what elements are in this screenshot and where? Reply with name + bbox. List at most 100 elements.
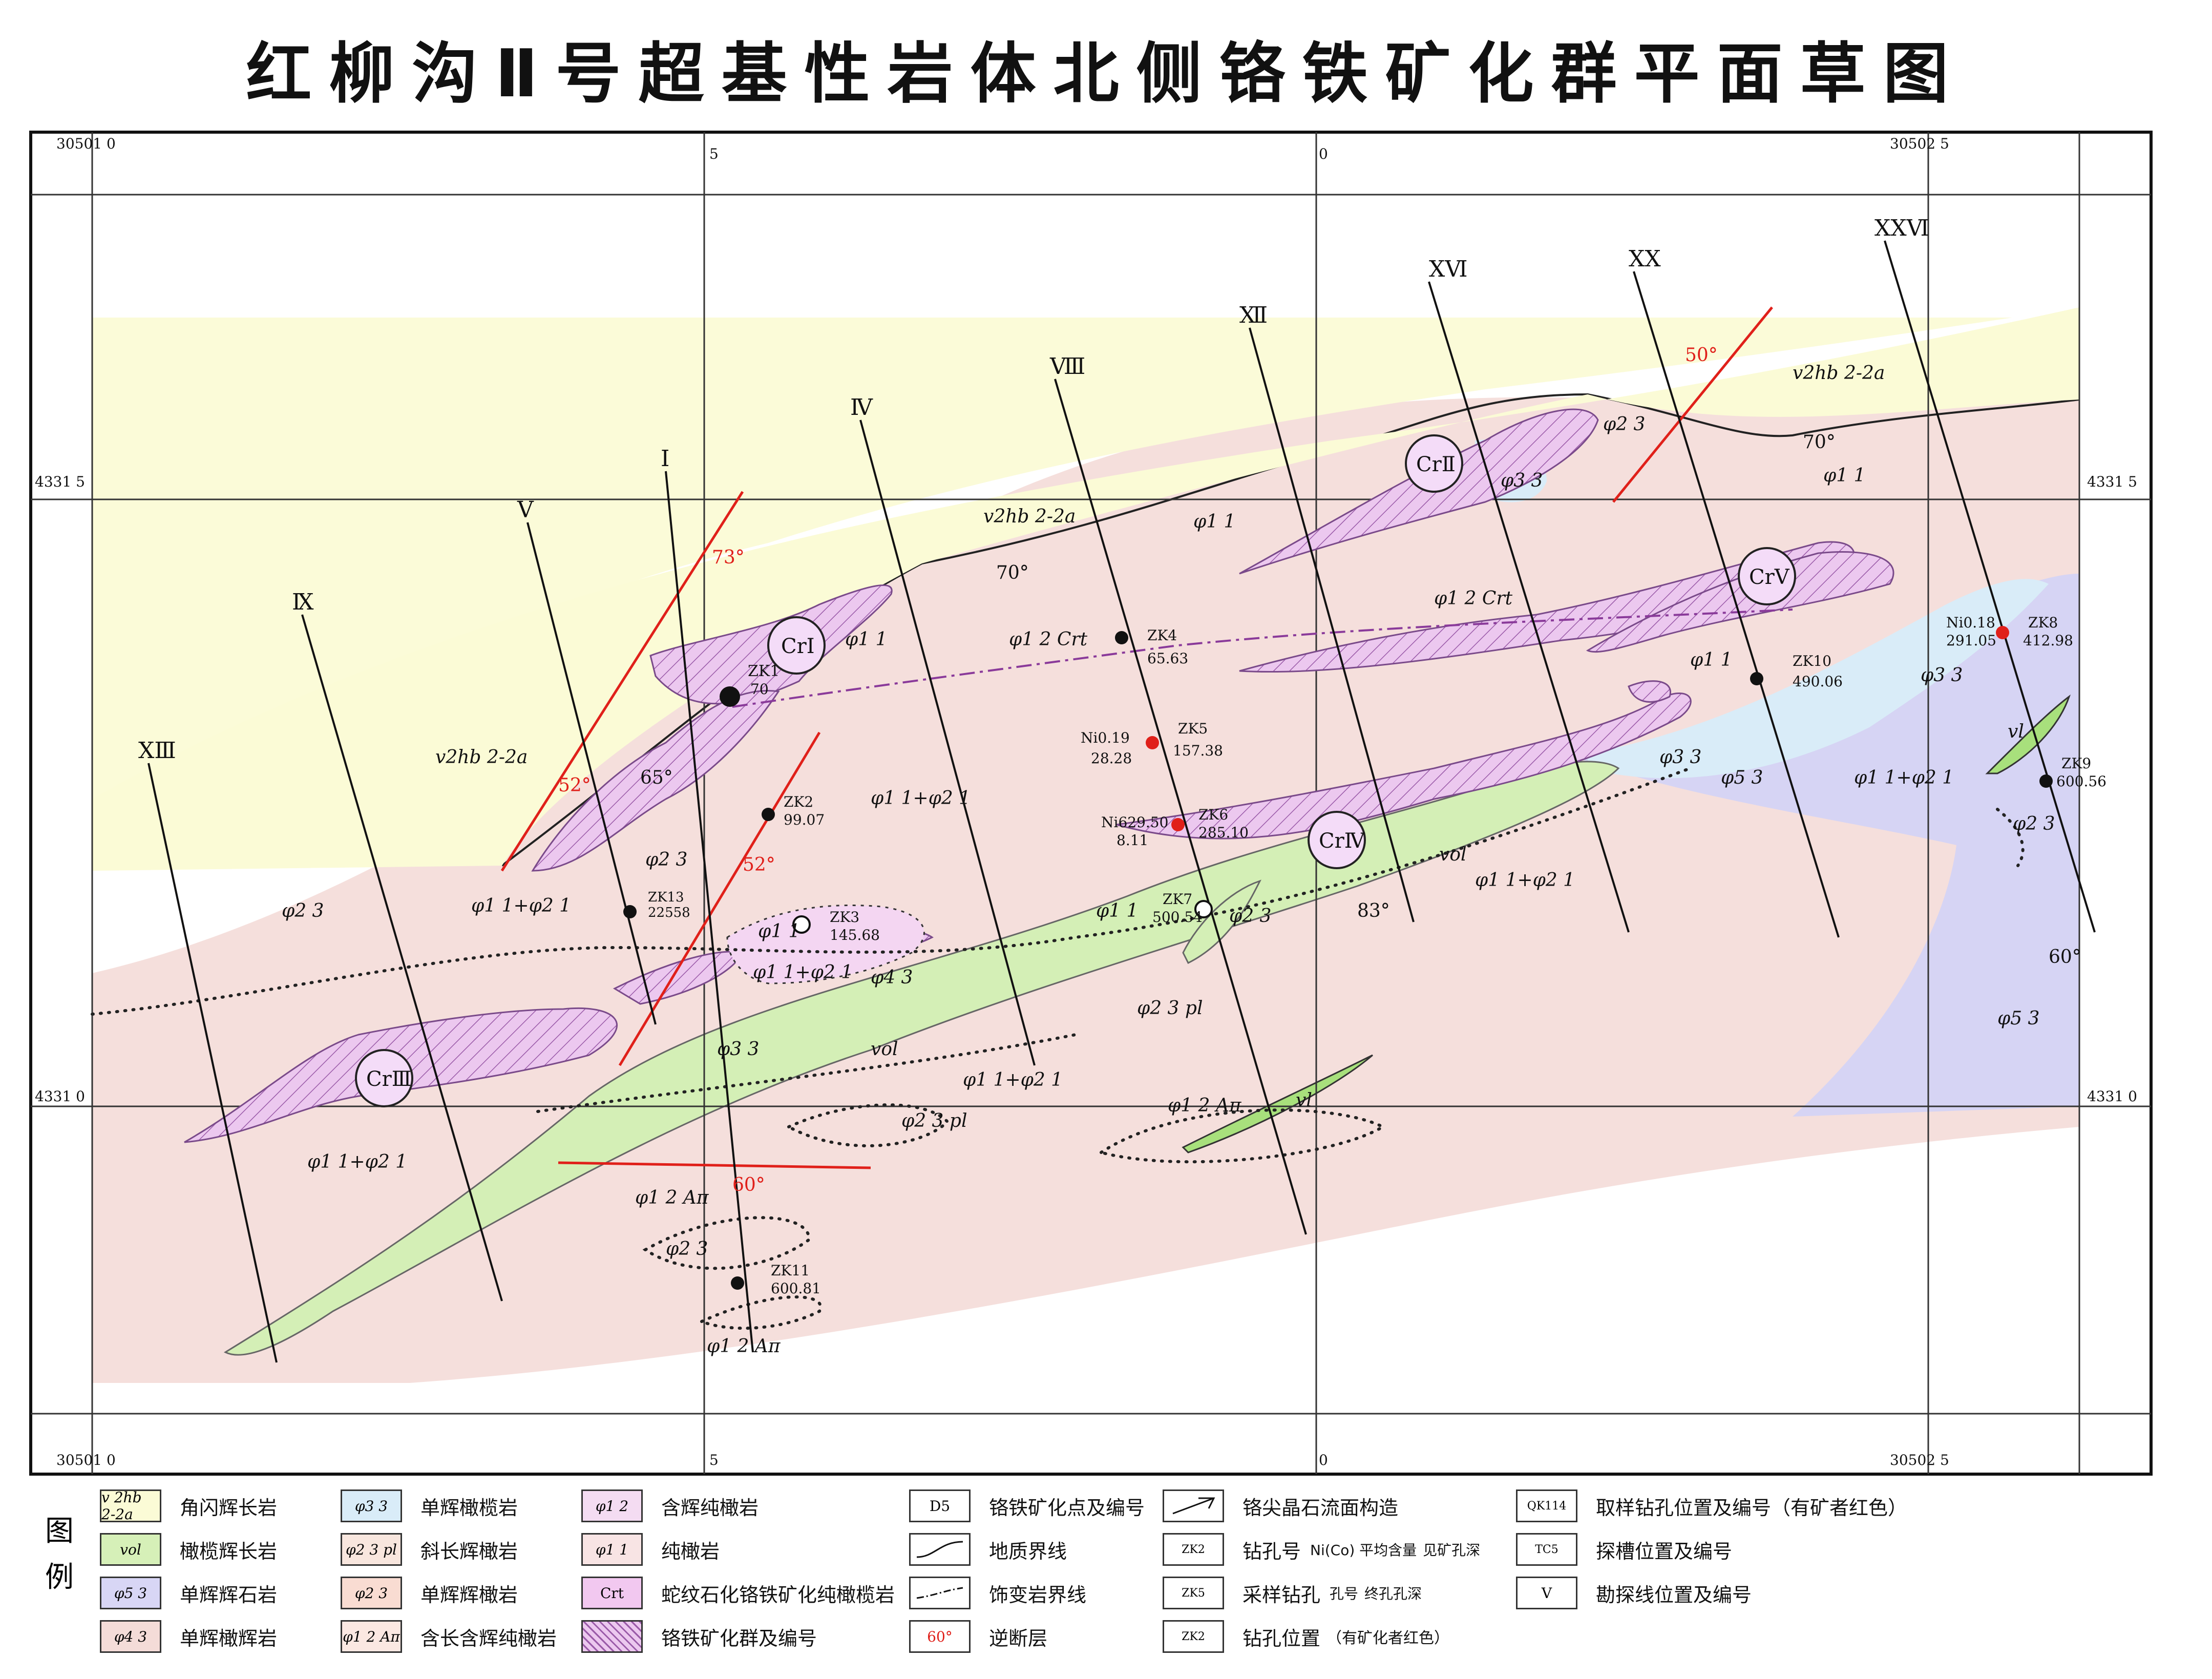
label-phi53-a: φ5 3: [1721, 767, 1763, 788]
legend-swatch: Crt: [581, 1577, 643, 1609]
zk8-depth: 412.98: [2023, 632, 2073, 649]
legend-item-phi33: φ3 3 单辉橄榄岩: [341, 1485, 518, 1526]
zk10-depth: 490.06: [1793, 673, 1843, 690]
coord-bottom-mid1: 5: [709, 1452, 719, 1468]
pyroxenite-zone: [1577, 574, 2079, 1117]
zk6-ni-depth: 8.11: [1116, 832, 1148, 849]
line-label-1: Ⅰ: [661, 446, 669, 472]
legend-label: 钻孔位置: [1242, 1627, 1321, 1650]
label-phi23-d: φ2 3: [2013, 813, 2055, 834]
amphibole-gabbro-top: [92, 195, 2079, 318]
zk2-depth: 99.07: [784, 811, 825, 828]
legend-label: 取样钻孔位置及编号（有矿者红色）: [1596, 1496, 1908, 1519]
legend-item-phi1A: φ1 2 Aπ 含长含辉纯橄岩: [341, 1616, 557, 1657]
dip-8: 83°: [1357, 900, 1390, 921]
label-phi1-f: φ1 1: [758, 921, 800, 942]
exploration-line-labels: ⅩⅢ Ⅸ Ⅴ Ⅰ Ⅳ Ⅷ Ⅻ ⅩⅥ ⅩⅩ ⅩⅩⅥ: [138, 215, 1929, 764]
olivine-gabbro-band: [223, 761, 1620, 1356]
legend-label: 铬铁矿化点及编号: [989, 1496, 1145, 1519]
legend-item-phi12: φ1 2 含辉纯橄岩: [581, 1485, 759, 1526]
zk6-ni: Ni629.50: [1101, 814, 1168, 831]
fault-4: [558, 1161, 871, 1169]
legend-hole-bottom: 终孔孔深: [1364, 1585, 1422, 1602]
legend-label: 铬铁矿化群及编号: [661, 1627, 817, 1650]
dip-4: 52°: [743, 854, 775, 875]
label-phi12-f: φ1 1+φ2 1: [1854, 767, 1954, 788]
coord-top-mid2: 0: [1319, 145, 1328, 162]
zk7-id: ZK7: [1163, 891, 1192, 908]
legend-swatch: φ4 3: [100, 1620, 161, 1653]
legend-item-ore-point: D5 铬铁矿化点及编号: [909, 1485, 1145, 1526]
label-phi23-c: φ2 3: [1229, 906, 1271, 927]
legend-item-ore-group: 铬铁矿化群及编号: [581, 1616, 817, 1657]
label-phi12-d: φ1 1+φ2 1: [963, 1069, 1063, 1090]
legend-swatch: φ5 3: [100, 1577, 161, 1609]
legend-swatch: φ2 3 pl: [341, 1533, 402, 1566]
legend-swatch: [1163, 1489, 1224, 1522]
zk4-id: ZK4: [1147, 627, 1177, 644]
legend-swatch: vol: [100, 1533, 161, 1566]
legend-swatch: V: [1516, 1577, 1577, 1609]
legend-label: 饰变岩界线: [989, 1583, 1087, 1606]
label-phi1A-c: φ1 2 Aπ: [707, 1336, 781, 1357]
legend-swatch: φ1 2: [581, 1489, 643, 1522]
coord-right-lower: 4331 0: [2087, 1088, 2137, 1105]
zk1-id: ZK1: [748, 662, 780, 680]
legend-label: 勘探线位置及编号: [1596, 1583, 1752, 1606]
legend-label: 地质界线: [989, 1540, 1067, 1563]
line-label-9: Ⅸ: [292, 589, 314, 615]
label-phi33-c: φ3 3: [717, 1039, 759, 1060]
dip-3: 65°: [640, 767, 673, 788]
zk5-ni-depth: 28.28: [1091, 750, 1132, 767]
coord-top-right: 30502 5: [1890, 135, 1949, 152]
olivine-gabbro-band-2: [1182, 879, 1261, 964]
coordinate-grid: [31, 132, 2151, 1474]
label-vol-2: vol: [1439, 844, 1467, 865]
legend-label: 单辉辉橄岩: [420, 1583, 518, 1606]
legend-label: 角闪辉长岩: [180, 1496, 278, 1519]
legend-item-alteration: 饰变岩界线: [909, 1572, 1086, 1613]
ore-zone-cr1-west: [531, 690, 780, 872]
legend-item-pyroxenite: φ5 3 单辉辉石岩: [100, 1572, 277, 1613]
legend-item-fault: 60° 逆断层: [909, 1616, 1047, 1657]
label-vl-1: vl: [2008, 721, 2024, 742]
reverse-faults: [500, 306, 1773, 1169]
coord-left-lower: 4331 0: [35, 1088, 85, 1105]
legend-swatch: ZK2: [1163, 1533, 1224, 1566]
label-phi33-b: φ3 3: [1921, 665, 1963, 686]
dip-5: 70°: [996, 562, 1029, 583]
legend-title-text: 图 例: [45, 1515, 74, 1594]
legend-item-sample-hole: QK114 取样钻孔位置及编号（有矿者红色）: [1516, 1485, 1907, 1526]
label-phi12-c: φ1 1+φ2 1: [753, 962, 853, 983]
ore-group-label-1: CrⅠ: [781, 635, 815, 658]
legend-item-phi43: φ4 3 单辉橄辉岩: [100, 1616, 277, 1657]
fault-3: [1612, 306, 1773, 503]
zk10-id: ZK10: [1793, 653, 1831, 669]
label-phi12-b: φ1 1+φ2 1: [871, 788, 971, 809]
amphibole-gabbro-fill-top: [92, 307, 2079, 871]
dip-1: 73°: [712, 547, 745, 568]
legend-swatch: [909, 1533, 971, 1566]
legend-item-trench: TC5 探槽位置及编号: [1516, 1529, 1732, 1570]
dip-7: 50°: [1685, 345, 1718, 366]
zk7-depth: 500.54: [1152, 909, 1203, 926]
zk2-id: ZK2: [784, 793, 813, 810]
legend-swatch: [581, 1620, 643, 1653]
legend-swatch: 60°: [909, 1620, 971, 1653]
ore-group-markers: CrⅠ CrⅡ CrⅢ CrⅣ CrⅤ: [355, 434, 1796, 1107]
label-phi1-c: φ1 1: [1690, 649, 1732, 670]
legend-item-contact: 地质界线: [909, 1529, 1067, 1570]
legend-label: 纯橄岩: [661, 1540, 720, 1563]
ore-zone-cr5: [1586, 551, 1894, 653]
zk4-depth: 65.63: [1147, 650, 1188, 667]
coord-right-upper: 4331 5: [2087, 473, 2137, 490]
label-phi1-e: φ1 1: [1096, 900, 1138, 921]
legend-label: 蛇纹石化铬铁矿化纯橄榄岩: [661, 1583, 895, 1606]
legend-swatch: φ1 2 Aπ: [341, 1620, 402, 1653]
zk5-id: ZK5: [1178, 720, 1208, 737]
label-phi53-b: φ5 3: [1997, 1008, 2039, 1029]
legend-item-amph-gabbro: v 2hb 2-2a 角闪辉长岩: [100, 1485, 277, 1526]
line-label-20: ⅩⅩ: [1629, 246, 1661, 272]
zk8-ni-depth: 291.05: [1946, 632, 1996, 649]
zk5-depth: 157.38: [1173, 742, 1223, 759]
